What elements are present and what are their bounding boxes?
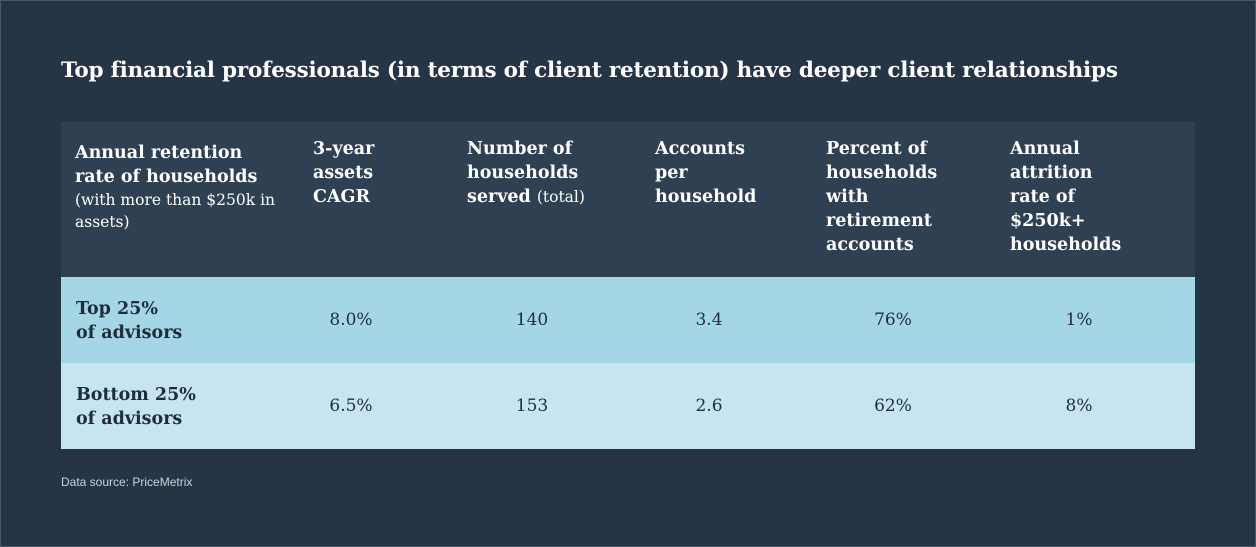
header-cagr-line-1: 3-year <box>313 139 375 159</box>
header-accounts-line-3: household <box>655 187 757 207</box>
header-attrition-line-5: households <box>1010 235 1122 255</box>
row-label-top-line-2: of advisors <box>76 323 183 343</box>
header-cagr-line-2: assets <box>313 163 374 183</box>
cell-top-retirement: 76% <box>874 310 912 330</box>
header-accounts-per-household: Accounts per household <box>655 137 795 209</box>
row-label-bottom-line-1: Bottom 25% <box>76 385 196 405</box>
header-retirement-line-5: accounts <box>826 235 914 255</box>
header-retirement-accounts: Percent of households with retirement ac… <box>826 137 976 257</box>
cell-bottom-retirement: 62% <box>874 396 912 416</box>
header-households-line-2: households <box>467 163 579 183</box>
header-retention-rate: Annual retention rate of households (wit… <box>75 141 285 233</box>
header-households-line-3: served <box>467 187 531 207</box>
row-label-top-line-1: Top 25% <box>76 299 158 319</box>
header-attrition-line-2: attrition <box>1010 163 1093 183</box>
cell-top-cagr: 8.0% <box>329 310 373 330</box>
header-attrition-rate: Annual attrition rate of $250k+ househol… <box>1010 137 1160 257</box>
header-attrition-line-4: $250k+ <box>1010 211 1086 231</box>
header-retention-line-1: Annual retention <box>75 143 243 163</box>
header-retirement-line-1: Percent of <box>826 139 927 159</box>
header-accounts-line-2: per <box>655 163 688 183</box>
header-households-line-3-wrap: served (total) <box>467 185 637 209</box>
cell-top-accounts: 3.4 <box>695 310 723 330</box>
header-retention-note: (with more than $250k in assets) <box>75 191 276 231</box>
header-households-served: Number of households served (total) <box>467 137 637 209</box>
cell-top-households: 140 <box>515 310 549 330</box>
table-header: Annual retention rate of households (wit… <box>61 122 1195 277</box>
header-retirement-line-3: with <box>826 187 869 207</box>
cell-top-attrition: 1% <box>1065 310 1093 330</box>
header-retirement-line-4: retirement <box>826 211 932 231</box>
table-row-top-25: Top 25% of advisors 8.0% 140 3.4 76% 1% <box>61 277 1195 363</box>
header-households-note: (total) <box>536 188 585 206</box>
cell-bottom-households: 153 <box>515 396 549 416</box>
header-retirement-line-2: households <box>826 163 938 183</box>
chart-title: Top financial professionals (in terms of… <box>61 58 1118 83</box>
header-cagr-line-3: CAGR <box>313 187 370 207</box>
header-retention-line-2: rate of households <box>75 167 258 187</box>
header-cagr: 3-year assets CAGR <box>313 137 433 209</box>
header-households-line-1: Number of <box>467 139 573 159</box>
row-label-bottom-line-2: of advisors <box>76 409 183 429</box>
table-row-bottom-25: Bottom 25% of advisors 6.5% 153 2.6 62% … <box>61 363 1195 449</box>
data-source-note: Data source: PriceMetrix <box>61 475 193 489</box>
cell-bottom-cagr: 6.5% <box>329 396 373 416</box>
cell-bottom-attrition: 8% <box>1065 396 1093 416</box>
comparison-table: Annual retention rate of households (wit… <box>61 122 1195 449</box>
cell-bottom-accounts: 2.6 <box>695 396 723 416</box>
header-attrition-line-3: rate of <box>1010 187 1076 207</box>
header-attrition-line-1: Annual <box>1010 139 1080 159</box>
row-label-bottom-25: Bottom 25% of advisors <box>76 383 196 431</box>
header-accounts-line-1: Accounts <box>655 139 745 159</box>
row-label-top-25: Top 25% of advisors <box>76 297 182 345</box>
